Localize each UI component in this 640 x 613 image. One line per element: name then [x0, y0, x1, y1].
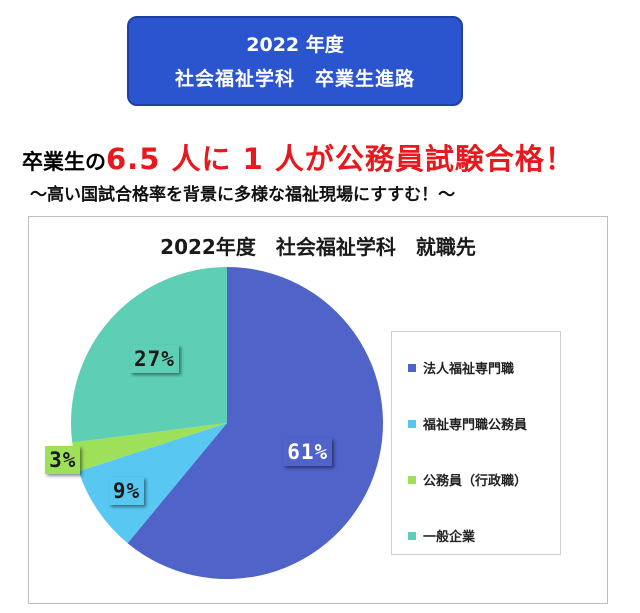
- legend-item-4: 一般企業: [408, 526, 475, 545]
- legend-item-3: 公務員（行政職）: [408, 470, 527, 489]
- headline-prefix: 卒業生の: [22, 150, 106, 174]
- pie-slice-1: [127, 267, 383, 579]
- legend-swatch-4: [408, 531, 416, 540]
- data-label-4: 27%: [129, 345, 179, 374]
- banner-subtitle: 社会福祉学科 卒業生進路: [174, 68, 415, 90]
- data-label-1: 61%: [283, 438, 333, 467]
- pie-slice-3: [72, 423, 227, 472]
- headline: 卒業生の6.5 人に 1 人が公務員試験合格！: [22, 136, 632, 178]
- title-banner: 2022 年度 社会福祉学科 卒業生進路: [127, 16, 463, 106]
- data-label-3: 3%: [45, 445, 81, 474]
- legend-item-2: 福祉専門職公務員: [408, 414, 527, 433]
- legend-swatch-2: [408, 419, 416, 428]
- data-label-2: 9%: [108, 477, 145, 506]
- headline-highlight: 6.5 人に 1 人が公務員試験合格！: [106, 142, 575, 176]
- legend-label-1: 法人福祉専門職: [423, 362, 515, 377]
- legend-label-4: 一般企業: [423, 530, 476, 545]
- chart-legend: 法人福祉専門職 福祉専門職公務員 公務員（行政職） 一般企業: [391, 331, 561, 555]
- banner-year: 2022 年度: [246, 34, 344, 56]
- subheadline: ～高い国試合格率を背景に多様な福祉現場にすすむ！～: [30, 185, 456, 205]
- legend-swatch-1: [408, 363, 416, 372]
- legend-label-3: 公務員（行政職）: [423, 474, 528, 489]
- chart-title: 2022年度 社会福祉学科 就職先: [160, 235, 476, 259]
- chart-area: 2022年度 社会福祉学科 就職先 法人福祉専門職 福祉専門職公務員 公務員（行政職…: [28, 216, 608, 604]
- legend-item-1: 法人福祉専門職: [408, 358, 514, 377]
- legend-label-2: 福祉専門職公務員: [423, 418, 528, 433]
- legend-swatch-3: [408, 475, 416, 484]
- pie-slice-2: [78, 423, 227, 544]
